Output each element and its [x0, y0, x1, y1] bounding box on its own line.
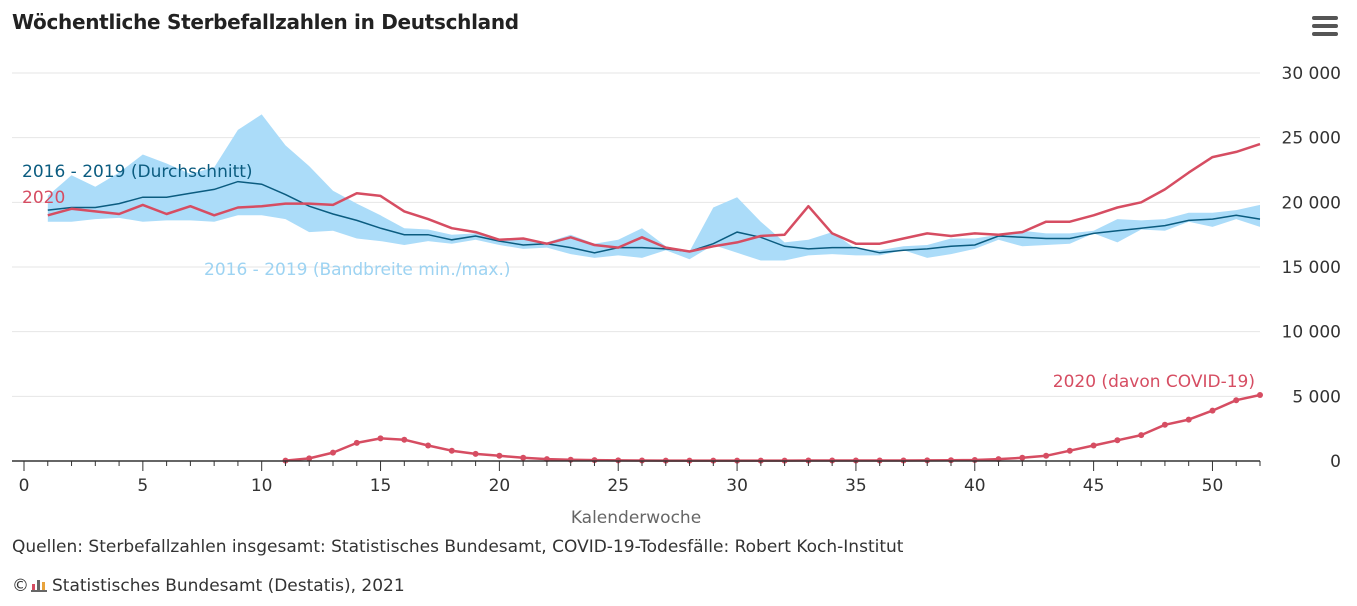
covid-point: [1138, 432, 1145, 439]
series-line-2020: [47, 142, 1261, 253]
covid-point: [520, 454, 527, 461]
covid-point: [1257, 392, 1263, 398]
menu-bar-middle: [1312, 24, 1338, 28]
copyright-text: Statistisches Bundesamt (Destatis), 2021: [52, 576, 405, 596]
y-tick-label: 25 000: [1282, 129, 1341, 149]
y-tick-label: 5 000: [1292, 387, 1341, 407]
covid-point: [1043, 452, 1050, 459]
menu-bar-bottom: [1312, 32, 1338, 36]
band-area: [47, 114, 1260, 261]
covid-point: [1161, 421, 1168, 428]
axes: 0 5 000 10 000 15 000 20 000 25 000 30 000 0 5 10…: [12, 64, 1341, 496]
covid-point: [448, 447, 455, 454]
series-line-covid: [285, 393, 1261, 462]
hamburger-menu-icon[interactable]: [1310, 12, 1340, 40]
grid-lines: [12, 72, 1260, 397]
y-tick-label: 15 000: [1282, 258, 1341, 278]
covid-point: [1185, 416, 1192, 423]
y-tick-label: 20 000: [1282, 193, 1341, 213]
covid-point: [1090, 442, 1097, 449]
sources-note: Quellen: Sterbefallzahlen insgesamt: Sta…: [12, 537, 904, 557]
menu-bar-top: [1312, 16, 1338, 20]
label-average: 2016 - 2019 (Durchschnitt): [22, 162, 253, 182]
copyright-symbol: ©: [12, 576, 29, 596]
covid-point: [353, 439, 360, 446]
x-tick-label: 45: [1083, 476, 1105, 496]
y-tick-label: 10 000: [1282, 323, 1341, 343]
covid-point: [472, 450, 479, 457]
covid-point: [1209, 407, 1216, 414]
covid-point: [1019, 454, 1026, 461]
label-band: 2016 - 2019 (Bandbreite min./max.): [204, 260, 511, 280]
x-tick-label: 5: [137, 476, 148, 496]
x-tick-label: 10: [251, 476, 273, 496]
x-tick-label: 25: [607, 476, 629, 496]
series-line-average: [47, 180, 1261, 254]
band-layer: [47, 114, 1260, 261]
x-tick-label: 20: [489, 476, 511, 496]
label-2020: 2020: [22, 188, 65, 208]
series-labels: 2016 - 2019 (Durchschnitt) 2020 2016 - 2…: [22, 162, 1255, 528]
chart-title: Wöchentliche Sterbefallzahlen in Deutsch…: [12, 10, 519, 34]
covid-point: [401, 436, 408, 443]
x-tick-label: 50: [1202, 476, 1224, 496]
x-tick-label: 40: [964, 476, 986, 496]
label-covid: 2020 (davon COVID-19): [1053, 372, 1255, 392]
covid-point: [1066, 447, 1073, 454]
x-tick-label: 35: [845, 476, 867, 496]
x-axis-title: Kalenderwoche: [571, 508, 701, 528]
covid-point: [1114, 437, 1121, 444]
covid-point: [330, 449, 336, 456]
covid-point: [306, 455, 313, 462]
chart-area: 0 5 000 10 000 15 000 20 000 25 000 30 000 0 5 10…: [12, 64, 1341, 528]
x-tick-label: 0: [19, 476, 30, 496]
covid-point: [496, 452, 503, 459]
destatis-logo-icon: [31, 580, 47, 592]
covid-point: [1233, 397, 1240, 404]
covid-point: [377, 435, 384, 442]
y-tick-label: 0: [1330, 452, 1341, 472]
y-tick-label: 30 000: [1282, 64, 1341, 84]
x-tick-label: 30: [726, 476, 748, 496]
x-tick-label: 15: [370, 476, 392, 496]
covid-point: [425, 442, 432, 449]
copyright-line: © Statistisches Bundesamt (Destatis), 20…: [12, 576, 405, 596]
